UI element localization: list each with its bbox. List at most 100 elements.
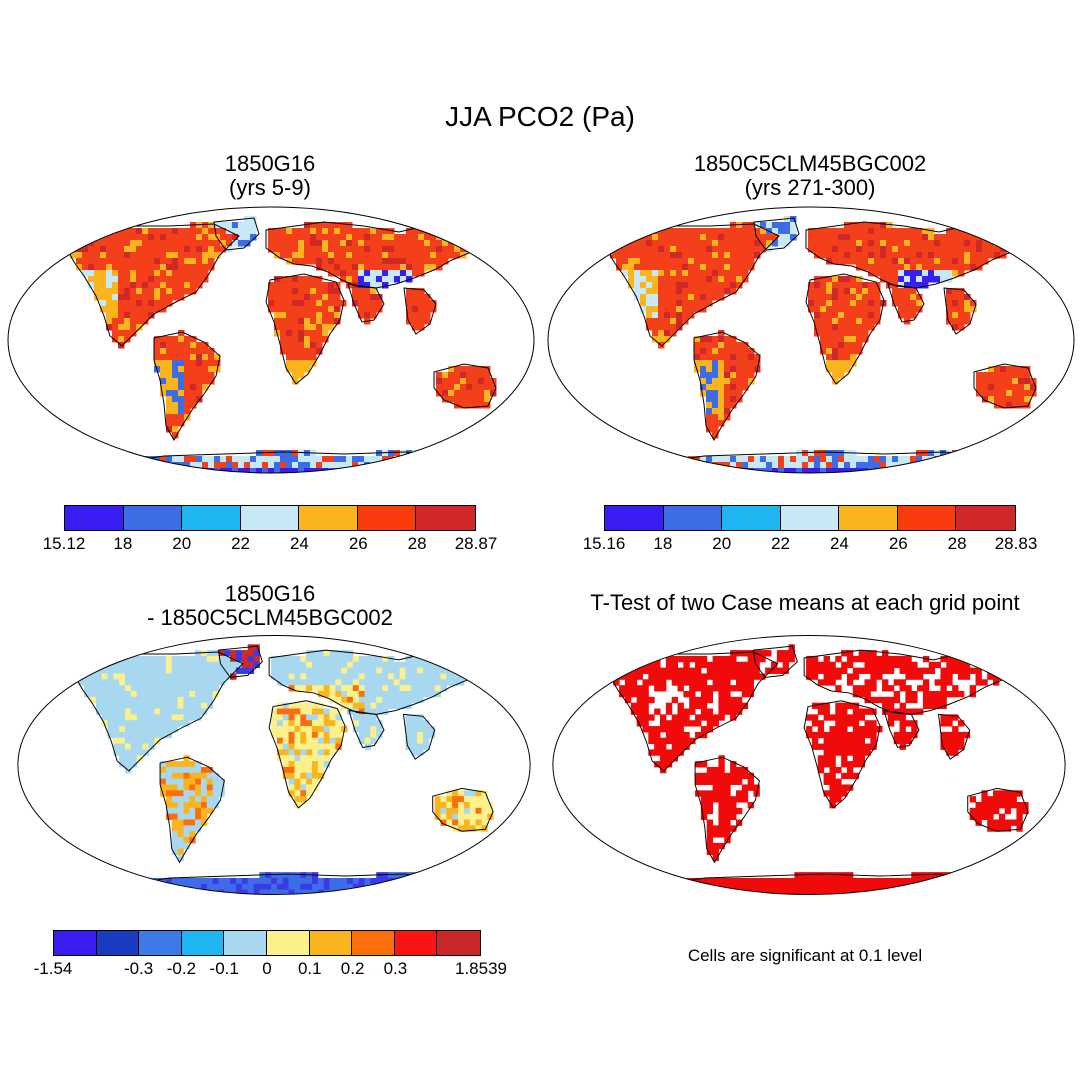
grid-cell — [417, 667, 424, 674]
grid-cell — [671, 696, 679, 704]
grid-cell — [100, 288, 107, 295]
grid-cell — [171, 696, 179, 704]
grid-cell — [899, 667, 906, 674]
grid-cell — [910, 282, 917, 289]
grid-cell — [800, 883, 807, 891]
grid-cell — [196, 282, 203, 289]
grid-cell — [658, 294, 665, 301]
grid-cell — [753, 784, 760, 791]
grid-cell — [838, 240, 845, 247]
grid-cell — [969, 883, 977, 891]
grid-cell — [113, 743, 120, 750]
grid-cell — [230, 889, 237, 895]
grid-cell — [323, 685, 330, 692]
grid-cell — [196, 390, 203, 397]
grid-cell — [417, 661, 424, 669]
grid-cell — [418, 462, 425, 469]
grid-cell — [784, 234, 791, 241]
grid-cell — [718, 877, 725, 885]
grid-cell — [844, 228, 851, 235]
grid-cell — [970, 306, 977, 313]
grid-cell — [370, 456, 377, 463]
grid-cell — [652, 288, 659, 295]
grid-cell — [838, 450, 845, 457]
grid-cell — [700, 889, 708, 895]
grid-cell — [700, 883, 708, 891]
grid-cell — [376, 468, 383, 473]
grid-cell — [880, 468, 887, 473]
grid-cell — [130, 276, 137, 283]
grid-cell — [130, 330, 137, 337]
grid-cell — [195, 667, 202, 674]
grid-cell — [184, 372, 191, 379]
grid-cell — [436, 378, 443, 385]
grid-cell — [276, 889, 284, 895]
grid-cell — [412, 312, 419, 319]
grid-cell — [130, 270, 137, 277]
grid-cell — [212, 655, 219, 663]
grid-cell — [148, 270, 155, 277]
grid-cell — [412, 306, 419, 313]
grid-cell — [165, 696, 173, 704]
grid-cell — [934, 696, 941, 704]
grid-cell — [832, 300, 839, 307]
grid-cell — [119, 737, 126, 745]
grid-cell — [940, 696, 947, 704]
grid-cell — [952, 726, 959, 733]
grid-cell — [304, 294, 311, 301]
grid-cell — [112, 336, 119, 343]
grid-cell — [370, 731, 377, 739]
grid-cell — [844, 468, 851, 473]
grid-cell — [124, 336, 131, 343]
grid-cell — [160, 336, 167, 343]
grid-cell — [154, 360, 161, 367]
grid-cell — [760, 456, 767, 463]
grid-cell — [718, 468, 725, 473]
grid-cell — [142, 252, 149, 259]
grid-cell — [172, 456, 179, 463]
grid-cell — [748, 258, 755, 265]
grid-cell — [802, 462, 809, 469]
grid-cell — [214, 228, 221, 235]
grid-cell — [981, 807, 988, 815]
grid-cell — [892, 270, 899, 277]
grid-cell — [466, 378, 473, 385]
grid-cell — [706, 228, 713, 235]
grid-cell — [640, 264, 647, 271]
grid-cell — [280, 330, 287, 337]
grid-cell — [347, 889, 354, 895]
grid-cell — [341, 667, 348, 674]
grid-cell — [200, 790, 208, 797]
grid-cell — [460, 384, 467, 391]
grid-cell — [850, 258, 857, 265]
grid-cell — [442, 258, 449, 265]
grid-cell — [742, 360, 749, 367]
grid-cell — [1018, 378, 1025, 385]
grid-cell — [748, 228, 755, 235]
grid-cell — [276, 673, 284, 680]
grid-cell — [963, 650, 971, 657]
grid-cell — [718, 294, 725, 301]
grid-cell — [706, 848, 714, 856]
grid-cell — [206, 696, 214, 704]
grid-cell — [1016, 790, 1023, 797]
grid-cell — [335, 714, 342, 721]
grid-cell — [874, 240, 881, 247]
grid-cell — [868, 312, 875, 319]
grid-cell — [183, 720, 190, 727]
grid-cell — [206, 772, 214, 780]
grid-cell — [184, 366, 191, 373]
grid-cell — [178, 390, 185, 397]
grid-cell — [814, 240, 821, 247]
grid-cell — [1012, 246, 1019, 253]
grid-cell — [288, 778, 295, 785]
grid-cell — [171, 778, 179, 785]
grid-cell — [306, 679, 313, 686]
grid-cell — [119, 714, 126, 721]
coastline-sa — [694, 756, 760, 864]
grid-cell — [958, 306, 965, 313]
grid-cell — [835, 714, 842, 721]
grid-cell — [917, 667, 924, 674]
grid-cell — [196, 276, 203, 283]
grid-cell — [782, 650, 790, 657]
